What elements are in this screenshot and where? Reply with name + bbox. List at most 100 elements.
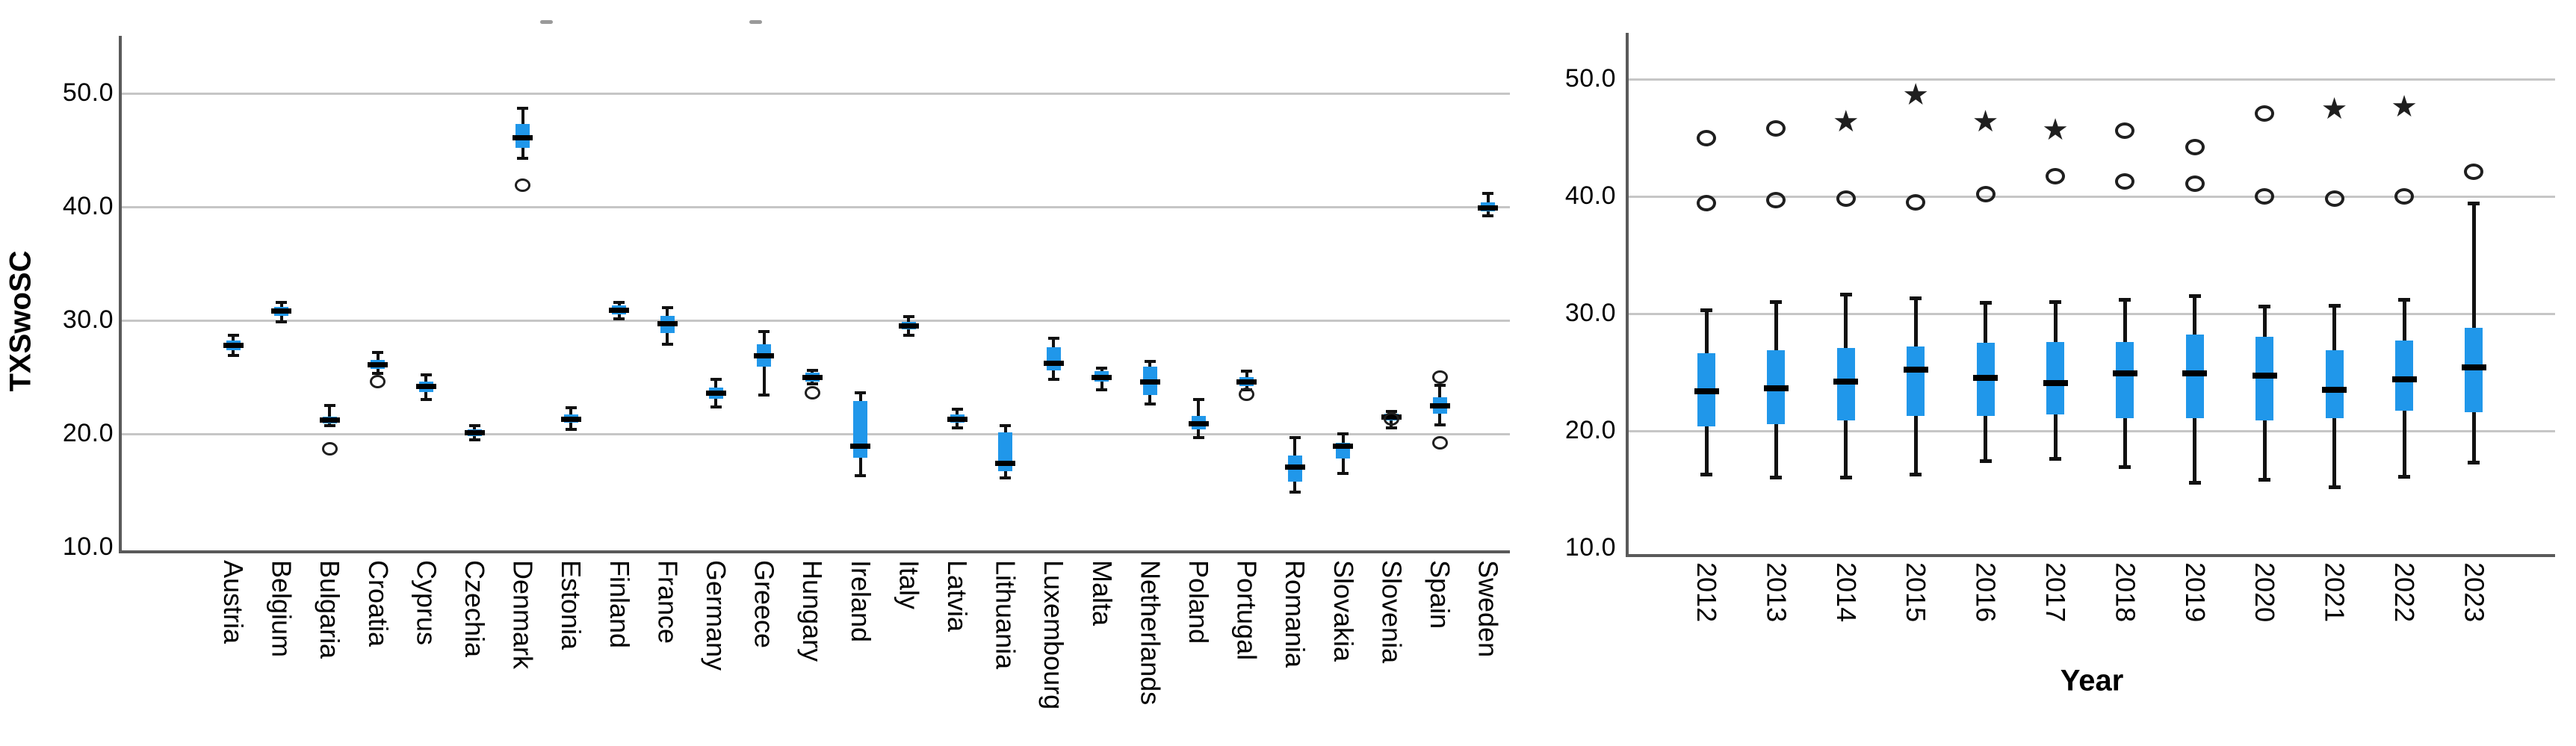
x-tick-label: Hungary <box>797 560 829 662</box>
x-tick-label: 2017 <box>2040 562 2071 623</box>
box-whisker-cap <box>1770 299 1783 304</box>
y-tick-label: 20.0 <box>1564 416 1616 445</box>
box-median <box>1478 205 1499 211</box>
outlier-circle <box>2115 172 2135 190</box>
box-whisker-line <box>328 405 332 426</box>
box-whisker-cap <box>323 404 335 407</box>
box-whisker-cap <box>2119 297 2131 302</box>
outlier-circle <box>2046 168 2065 185</box>
x-tick-label: Cyprus <box>411 560 442 646</box>
box-whisker-cap <box>855 391 867 395</box>
box-median <box>2322 387 2347 394</box>
x-tick-label: Belgium <box>266 560 297 658</box>
x-tick-label: Greece <box>749 560 780 649</box>
y-tick-label: 10.0 <box>62 532 114 562</box>
outlier-circle <box>2464 164 2484 181</box>
box-whisker-cap <box>1096 388 1108 391</box>
outlier-circle <box>1239 387 1255 401</box>
box-whisker-cap <box>613 300 625 304</box>
x-tick-label: Sweden <box>1473 560 1504 658</box>
stray-dash <box>749 20 762 24</box>
x-tick-label: 2021 <box>2319 562 2350 623</box>
box-median <box>1139 379 1160 385</box>
box-whisker-cap <box>2328 485 2341 489</box>
box-median <box>2043 379 2068 386</box>
box-whisker-cap <box>1434 423 1446 426</box>
gridline <box>122 205 1510 208</box>
box-whisker-cap <box>565 427 577 431</box>
x-tick-label: Austria <box>218 560 249 644</box>
outlier-circle <box>2255 188 2275 205</box>
box-whisker-cap <box>2468 460 2480 464</box>
box-whisker-cap <box>806 368 818 372</box>
outlier-circle <box>1766 119 1786 137</box>
box-whisker-cap <box>1000 476 1012 480</box>
y-axis-line <box>119 36 122 553</box>
y-tick-label: 30.0 <box>1564 299 1616 328</box>
box-whisker-cap <box>420 398 432 402</box>
x-tick-label: Slovakia <box>1328 560 1359 662</box>
outlier-circle <box>1697 129 1716 146</box>
extreme-star: ★ <box>2042 113 2069 148</box>
gridline <box>1629 78 2555 81</box>
x-axis-line <box>1626 554 2555 557</box>
box-whisker-cap <box>1839 476 1852 480</box>
box-median <box>2391 376 2417 382</box>
x-axis-title-year: Year <box>2060 664 2124 697</box>
box-whisker-cap <box>1289 435 1301 439</box>
x-tick-label: Czechia <box>459 560 490 658</box>
extreme-star: ★ <box>2320 92 2348 127</box>
box-rect <box>1907 346 1925 416</box>
box-whisker-cap <box>1096 366 1108 370</box>
outlier-circle <box>1383 412 1399 426</box>
box-whisker-cap <box>2258 305 2271 309</box>
box-whisker-cap <box>806 382 818 386</box>
gridline <box>122 92 1510 95</box>
box-median <box>1694 388 1719 394</box>
gridline <box>122 432 1510 435</box>
x-tick-label: Germany <box>701 560 731 671</box>
box-median <box>464 429 485 435</box>
box-whisker-cap <box>710 405 722 408</box>
x-tick-label: Spain <box>1425 560 1455 630</box>
box-whisker-cap <box>1700 472 1712 476</box>
x-tick-label: Romania <box>1280 560 1311 668</box>
box-whisker-cap <box>1770 476 1783 480</box>
box-whisker-cap <box>1144 402 1156 406</box>
x-tick-label: Lithuania <box>990 560 1021 670</box>
extreme-star: ★ <box>1832 105 1860 140</box>
box-median <box>2112 370 2137 377</box>
x-tick-label: Croatia <box>362 560 394 647</box>
box-median <box>1903 367 1928 373</box>
box-median <box>415 383 436 389</box>
box-median <box>271 308 292 314</box>
box-whisker-cap <box>758 394 770 397</box>
gridline <box>122 319 1510 322</box>
box-whisker-cap <box>420 373 432 376</box>
box-whisker-cap <box>468 424 480 428</box>
box-median <box>657 321 678 327</box>
box-whisker-cap <box>613 317 625 321</box>
gridline <box>1629 429 2555 432</box>
box-whisker-cap <box>1482 191 1494 195</box>
x-axis-line <box>119 550 1510 553</box>
box-whisker-cap <box>1979 459 1992 464</box>
box-median <box>223 342 244 348</box>
x-tick-label: Netherlands <box>1135 560 1166 706</box>
x-tick-label: 2013 <box>1761 562 1792 623</box>
outlier-circle <box>1431 370 1448 384</box>
box-rect <box>2325 349 2344 418</box>
box-median <box>1092 374 1112 380</box>
box-whisker-cap <box>2258 478 2271 482</box>
box-rect <box>853 400 868 458</box>
box-whisker-cap <box>2328 303 2341 308</box>
outlier-circle <box>2255 105 2275 122</box>
box-median <box>1763 385 1789 392</box>
box-whisker-cap <box>902 333 914 337</box>
box-median <box>560 416 581 422</box>
y-tick-label: 40.0 <box>62 192 114 221</box>
box-whisker-cap <box>2398 474 2410 479</box>
box-median <box>850 444 871 450</box>
box-whisker-cap <box>2188 293 2201 298</box>
box-median <box>1333 444 1354 450</box>
